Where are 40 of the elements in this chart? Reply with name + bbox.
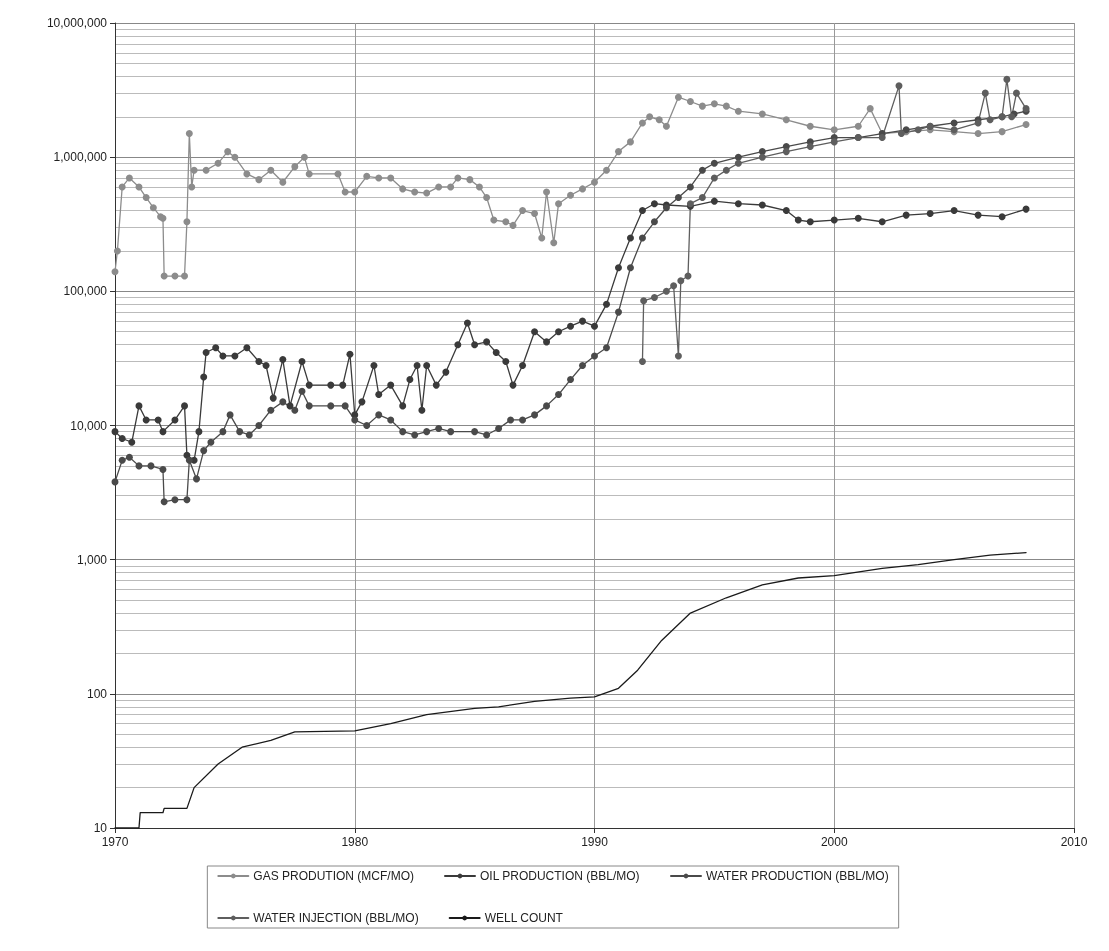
x-tick-label: 1990 <box>581 835 609 849</box>
x-tick-label: 1970 <box>101 835 129 849</box>
y-tick-label: 10,000 <box>70 418 108 433</box>
point <box>638 357 646 365</box>
point <box>722 166 730 174</box>
point <box>1012 89 1020 97</box>
point <box>650 293 658 301</box>
x-tick-label: 2010 <box>1060 835 1088 849</box>
point <box>670 282 678 290</box>
y-tick-label: 100,000 <box>63 284 108 299</box>
point <box>830 138 838 146</box>
point <box>897 130 905 138</box>
point <box>986 116 994 124</box>
point <box>806 143 814 151</box>
point <box>782 148 790 156</box>
x-tick-label: 2000 <box>820 835 848 849</box>
line-series <box>114 551 1027 829</box>
point <box>674 352 682 360</box>
legend-label: GAS PRODUTION (MCF/MO) <box>253 869 414 883</box>
legend-label: WATER INJECTION (BBL/MO) <box>253 911 419 925</box>
y-tick-label: 10 <box>93 821 108 835</box>
point <box>640 297 648 305</box>
point <box>1003 75 1011 83</box>
legend-label: WATER PRODUCTION (BBL/MO) <box>706 869 889 883</box>
y-tick-label: 10,000,000 <box>46 16 108 30</box>
legend-label: WELL COUNT <box>484 911 564 925</box>
legend-label: OIL PRODUCTION (BBL/MO) <box>479 869 640 883</box>
y-tick-label: 1,000 <box>76 552 108 567</box>
point <box>710 174 718 182</box>
point <box>677 277 685 285</box>
point <box>914 126 922 134</box>
y-tick-label: 1,000,000 <box>53 150 108 165</box>
point <box>734 159 742 167</box>
point <box>981 89 989 97</box>
point <box>878 134 886 142</box>
y-tick-label: 100 <box>86 686 108 701</box>
point <box>758 153 766 161</box>
point <box>698 194 706 202</box>
point <box>662 287 670 295</box>
x-tick-label: 1980 <box>341 835 369 849</box>
